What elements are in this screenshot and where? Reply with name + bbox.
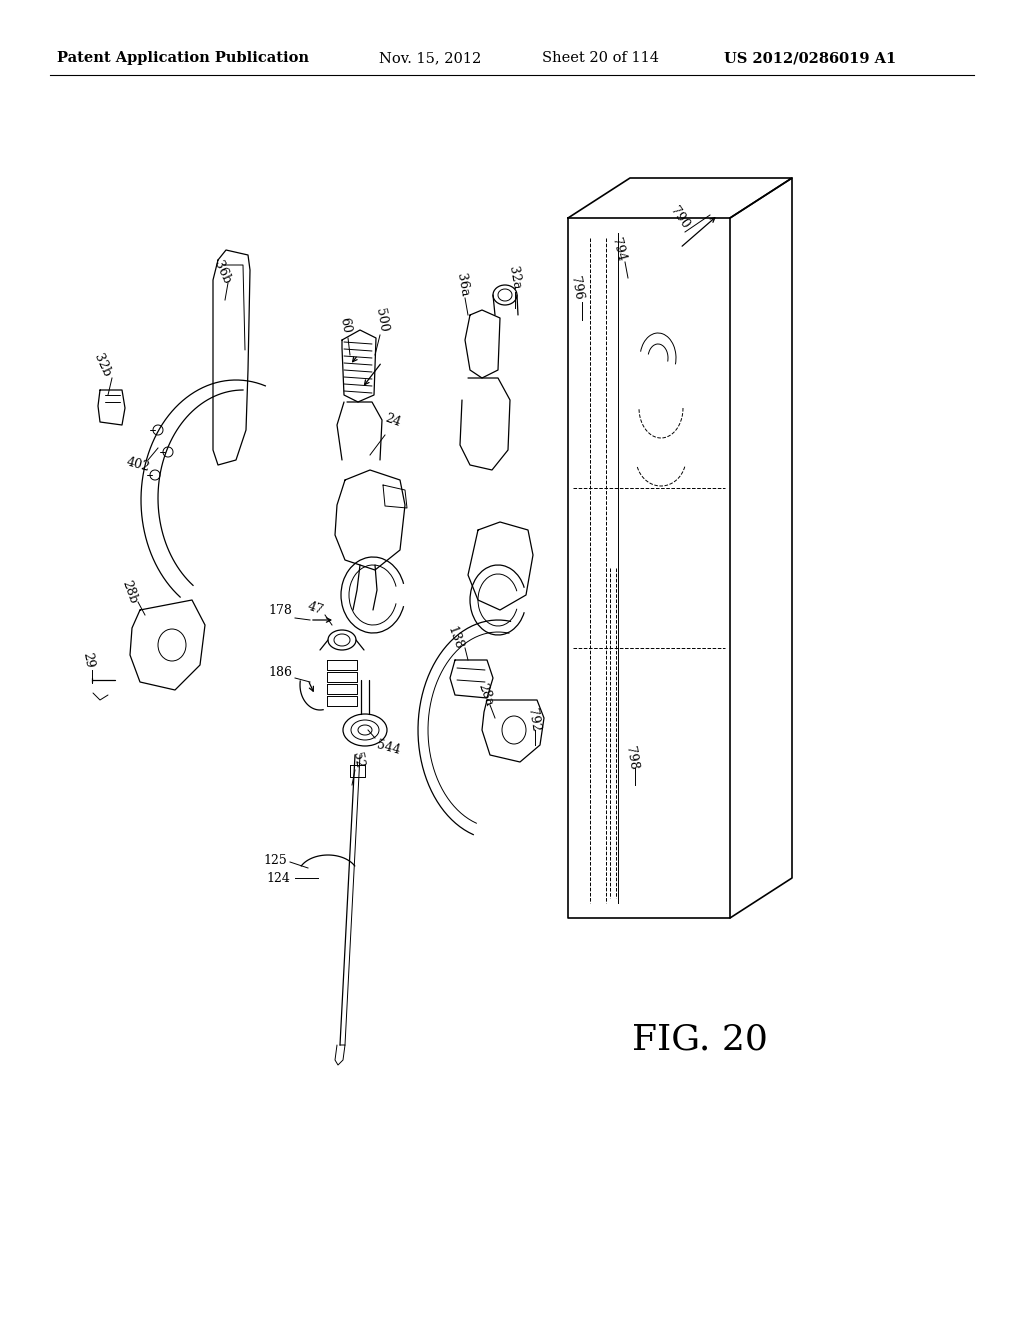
Text: 28a: 28a (475, 682, 496, 709)
Text: 24: 24 (383, 411, 402, 429)
Text: 60: 60 (337, 315, 353, 334)
Text: 790: 790 (668, 205, 692, 231)
Text: 52: 52 (350, 751, 366, 768)
Text: 544: 544 (375, 739, 401, 758)
Text: 36b: 36b (211, 259, 233, 285)
Text: Patent Application Publication: Patent Application Publication (57, 51, 309, 65)
Text: FIG. 20: FIG. 20 (632, 1023, 768, 1057)
Text: 28b: 28b (120, 578, 140, 606)
Text: 125: 125 (263, 854, 287, 866)
Text: 792: 792 (524, 708, 542, 733)
Text: 798: 798 (624, 746, 640, 771)
Text: 47: 47 (305, 599, 325, 616)
Text: 124: 124 (266, 871, 290, 884)
Text: 32a: 32a (506, 265, 522, 290)
Text: Sheet 20 of 114: Sheet 20 of 114 (542, 51, 658, 65)
Text: 186: 186 (268, 665, 292, 678)
Text: 500: 500 (374, 308, 390, 333)
Text: US 2012/0286019 A1: US 2012/0286019 A1 (724, 51, 896, 65)
Text: Nov. 15, 2012: Nov. 15, 2012 (379, 51, 481, 65)
Text: 402: 402 (125, 455, 152, 474)
Text: 138: 138 (444, 624, 465, 652)
Text: 178: 178 (268, 603, 292, 616)
Text: 32b: 32b (91, 351, 113, 379)
Text: 29: 29 (80, 651, 96, 669)
Text: 796: 796 (568, 275, 586, 301)
Text: 794: 794 (608, 236, 628, 263)
Text: 36a: 36a (454, 272, 470, 298)
